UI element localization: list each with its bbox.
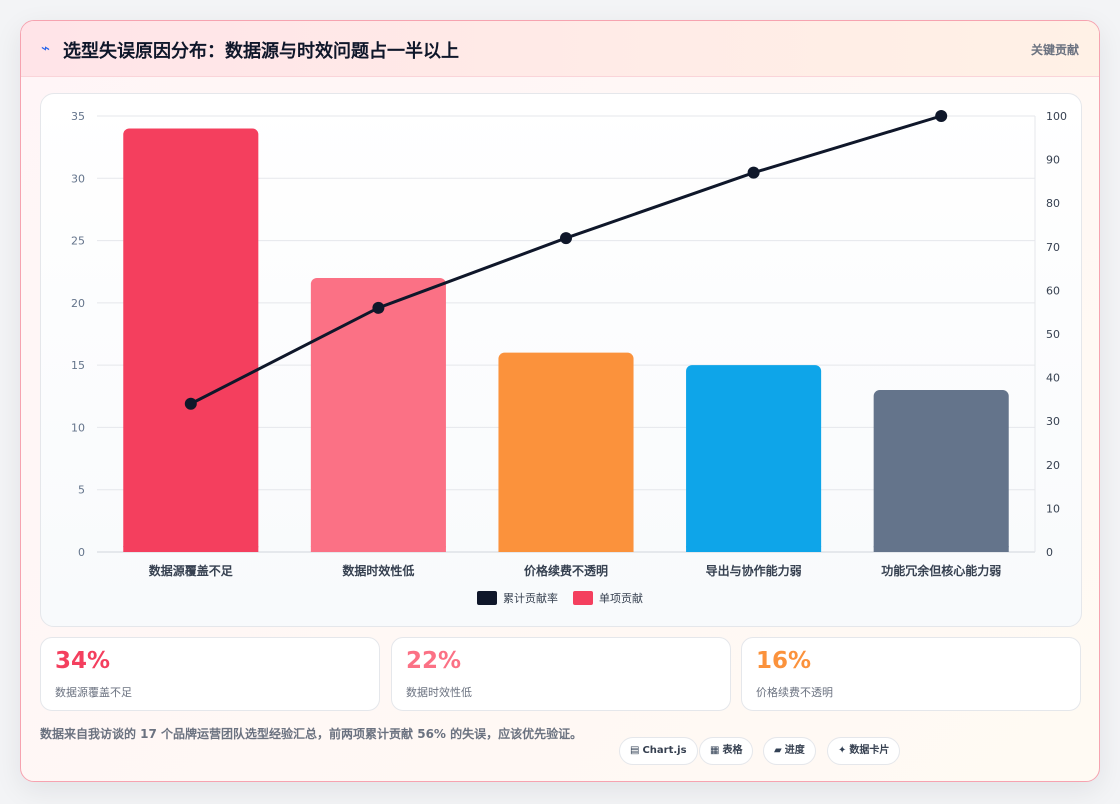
table-icon: ▦ (710, 745, 720, 756)
bar-1 (123, 128, 259, 552)
legend-label: 累计贡献率 (503, 591, 558, 605)
bar-5 (873, 390, 1009, 552)
page-title: 选型失误原因分布：数据源与时效问题占一半以上 (63, 41, 459, 62)
chart-card: ⌁ 选型失误原因分布：数据源与时效问题占一半以上 关键贡献 0 5 10 15 20 25… (20, 20, 1100, 782)
y-left-tick-label: 10 (71, 421, 85, 434)
pill-table[interactable]: ▦ 表格 (699, 737, 754, 765)
y-right-tick-label: 60 (1046, 284, 1060, 297)
stat-card-2: 22% 数据时效性低 (391, 637, 731, 711)
bar-4 (686, 365, 822, 552)
trend-arrow-icon: ⌁ (41, 39, 51, 57)
header-tag: 关键贡献 (1030, 43, 1079, 57)
y-left-tick-label: 0 (78, 546, 85, 559)
y-right-tick-label: 20 (1046, 459, 1060, 472)
y-right-tick-label: 70 (1046, 241, 1060, 254)
stat-value: 34% (55, 648, 111, 674)
bar-base-3 (498, 546, 634, 552)
pill-label: 表格 (722, 745, 743, 756)
cumulative-point-5 (935, 110, 948, 122)
legend-swatch (573, 591, 593, 605)
footer-note: 数据来自我访谈的 17 个品牌运营团队选型经验汇总，前两项累计贡献 56% 的失… (40, 727, 583, 741)
stat-label: 数据源覆盖不足 (55, 686, 132, 699)
y-right-tick-label: 90 (1046, 154, 1060, 167)
sparkle-icon: ✦ (838, 745, 847, 756)
legend-label: 单项贡献 (599, 591, 643, 605)
stat-card-3: 16% 价格续费不透明 (741, 637, 1081, 711)
x-tick-label: 导出与协作能力弱 (706, 563, 802, 578)
chart-icon: ▤ (630, 745, 640, 756)
stat-value: 22% (406, 648, 462, 674)
stat-value: 16% (756, 648, 812, 674)
stat-card-1: 34% 数据源覆盖不足 (40, 637, 380, 711)
x-tick-label: 价格续费不透明 (524, 563, 608, 578)
y-left-tick-label: 15 (71, 359, 85, 372)
stat-label: 价格续费不透明 (756, 686, 833, 699)
x-tick-label: 功能冗余但核心能力弱 (881, 563, 1001, 578)
bar-base-2 (310, 546, 446, 552)
pill-label: 进度 (784, 745, 805, 756)
y-right-tick-label: 0 (1046, 546, 1053, 559)
stat-label: 数据时效性低 (406, 686, 472, 699)
bar-2 (310, 277, 446, 552)
legend-swatch (477, 591, 497, 605)
bar-base-4 (686, 546, 822, 552)
pareto-chart: 0 5 10 15 20 25 30 35 0 10 20 30 40 50 60 70 80 90 100 数据源覆… (71, 110, 1067, 605)
cumulative-point-3 (560, 232, 572, 245)
y-right-tick-label: 100 (1046, 110, 1067, 123)
y-right-tick-label: 40 (1046, 372, 1060, 385)
y-left-tick-label: 5 (78, 484, 85, 497)
progress-icon: ▰ (774, 745, 782, 756)
x-tick-label: 数据源覆盖不足 (149, 563, 233, 578)
pill-chartjs[interactable]: ▤ Chart.js (619, 737, 698, 765)
chart-panel: 0 5 10 15 20 25 30 35 0 10 20 30 40 50 60 70 80 90 100 数据源覆… (40, 93, 1082, 627)
y-left-tick-label: 20 (71, 297, 85, 310)
cumulative-point-1 (184, 397, 197, 410)
card-header: ⌁ 选型失误原因分布：数据源与时效问题占一半以上 关键贡献 (21, 21, 1099, 77)
bar-base-1 (123, 546, 259, 552)
y-right-tick-label: 80 (1046, 197, 1060, 210)
cumulative-point-4 (747, 166, 760, 179)
pill-label: 数据卡片 (849, 745, 890, 756)
x-tick-label: 数据时效性低 (342, 563, 414, 578)
pill-progress[interactable]: ▰ 进度 (763, 737, 816, 765)
y-left-tick-label: 25 (71, 235, 85, 248)
y-left-tick-label: 35 (71, 110, 85, 123)
cumulative-point-2 (372, 301, 385, 314)
y-right-tick-label: 30 (1046, 415, 1060, 428)
pill-data-cards[interactable]: ✦ 数据卡片 (827, 737, 901, 765)
y-left-tick-label: 30 (71, 172, 85, 185)
bar-3 (498, 352, 634, 552)
y-right-tick-label: 10 (1046, 502, 1060, 515)
bar-base-5 (873, 546, 1009, 552)
y-right-tick-label: 50 (1046, 328, 1060, 341)
pill-label: Chart.js (642, 745, 687, 756)
